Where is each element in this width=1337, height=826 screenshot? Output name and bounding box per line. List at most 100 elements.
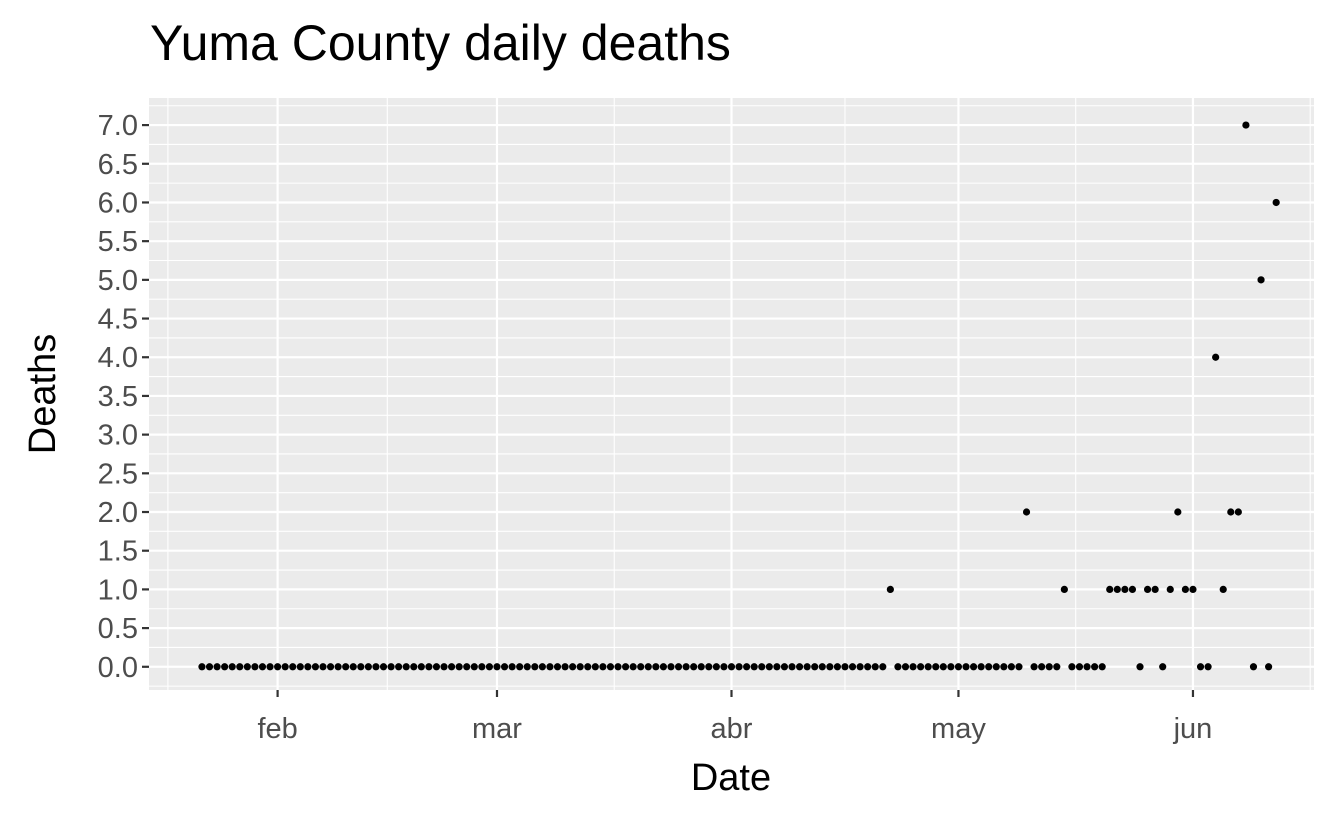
data-point bbox=[659, 663, 668, 671]
data-point bbox=[924, 663, 932, 671]
data-point bbox=[1143, 585, 1152, 593]
data-point bbox=[1151, 585, 1159, 593]
data-point bbox=[1166, 585, 1174, 593]
data-point bbox=[841, 663, 849, 671]
x-axis-title: Date bbox=[691, 757, 771, 799]
data-point bbox=[1249, 663, 1258, 671]
x-tick-label: abr bbox=[711, 713, 753, 745]
data-point bbox=[1000, 663, 1008, 671]
y-tick-label: 2.5 bbox=[98, 458, 138, 490]
data-point bbox=[1242, 121, 1250, 129]
data-point bbox=[485, 663, 494, 671]
data-point bbox=[516, 663, 524, 671]
data-point bbox=[1219, 585, 1227, 593]
data-point bbox=[410, 663, 418, 671]
data-point bbox=[213, 663, 221, 671]
data-point bbox=[758, 663, 766, 671]
data-point bbox=[478, 663, 486, 671]
y-tick-label: 4.5 bbox=[98, 304, 138, 336]
data-point bbox=[1272, 198, 1280, 207]
data-point bbox=[274, 663, 282, 671]
data-point bbox=[690, 663, 698, 671]
data-point bbox=[311, 663, 320, 671]
data-point bbox=[1181, 585, 1189, 593]
y-axis-title: Deaths bbox=[22, 334, 64, 454]
data-point bbox=[455, 663, 463, 671]
x-tick-label: feb bbox=[257, 713, 297, 745]
data-point bbox=[848, 663, 857, 671]
y-tick-label: 3.5 bbox=[98, 381, 138, 413]
data-point bbox=[447, 663, 456, 671]
y-tick-label: 5.0 bbox=[98, 265, 138, 297]
y-tick-label: 1.5 bbox=[98, 536, 138, 568]
data-point bbox=[629, 663, 637, 671]
data-point bbox=[879, 663, 887, 671]
x-tick-label: jun bbox=[1173, 713, 1213, 745]
data-point bbox=[1189, 585, 1197, 593]
data-point bbox=[258, 663, 267, 671]
y-tick-label: 2.0 bbox=[98, 497, 138, 529]
data-point bbox=[1038, 663, 1046, 671]
data-point bbox=[765, 663, 773, 671]
y-tick-label: 5.5 bbox=[98, 226, 138, 258]
data-point bbox=[1106, 585, 1114, 593]
data-point bbox=[803, 663, 811, 671]
data-point bbox=[417, 663, 425, 671]
y-axis: 0.0 0.5 1.0 1.5 2.0 2.5 3.0 3.5 4.0 4.5 5.0 5.5 6.0 6… bbox=[98, 110, 149, 684]
grid-major bbox=[149, 98, 1314, 690]
data-point bbox=[818, 663, 826, 671]
data-point bbox=[1022, 508, 1031, 516]
y-tick-label: 6.0 bbox=[98, 187, 138, 219]
data-point bbox=[319, 663, 327, 671]
data-point bbox=[1053, 663, 1061, 671]
data-point bbox=[1227, 508, 1235, 516]
data-point bbox=[1121, 585, 1129, 593]
data-point bbox=[901, 663, 910, 671]
data-point bbox=[962, 663, 970, 671]
data-point bbox=[977, 663, 985, 671]
data-point bbox=[205, 663, 214, 671]
data-point bbox=[569, 663, 577, 671]
data-point bbox=[788, 663, 796, 671]
data-point bbox=[682, 663, 690, 671]
data-point bbox=[1128, 585, 1137, 593]
data-point bbox=[553, 663, 562, 671]
data-point bbox=[917, 663, 925, 671]
data-point bbox=[266, 663, 274, 671]
data-point bbox=[523, 663, 531, 671]
data-point bbox=[811, 663, 819, 671]
data-point bbox=[493, 663, 501, 671]
data-point bbox=[894, 663, 902, 671]
x-axis: feb mar abr may jun bbox=[257, 690, 1212, 745]
data-point bbox=[606, 663, 615, 671]
y-tick-label: 3.0 bbox=[98, 420, 138, 452]
data-point bbox=[773, 663, 781, 671]
data-point bbox=[932, 663, 940, 671]
data-point bbox=[780, 663, 789, 671]
y-tick-label: 6.5 bbox=[98, 149, 138, 181]
data-point bbox=[349, 663, 357, 671]
data-point bbox=[1098, 663, 1106, 671]
data-point bbox=[591, 663, 599, 671]
data-point bbox=[538, 663, 546, 671]
data-point bbox=[833, 663, 842, 671]
data-point bbox=[561, 663, 569, 671]
data-point bbox=[1083, 663, 1091, 671]
data-point bbox=[750, 663, 758, 671]
data-point bbox=[440, 663, 448, 671]
data-point bbox=[735, 663, 743, 671]
data-point bbox=[644, 663, 652, 671]
data-point bbox=[432, 663, 441, 671]
data-point bbox=[1030, 663, 1038, 671]
x-tick-label: mar bbox=[472, 713, 522, 745]
data-point bbox=[334, 663, 342, 671]
data-point bbox=[500, 663, 509, 671]
data-point bbox=[531, 663, 539, 671]
data-point bbox=[342, 663, 350, 671]
data-point bbox=[364, 663, 372, 671]
data-point bbox=[198, 663, 206, 671]
data-point bbox=[1174, 508, 1182, 516]
data-point bbox=[652, 663, 660, 671]
data-point bbox=[546, 663, 554, 671]
